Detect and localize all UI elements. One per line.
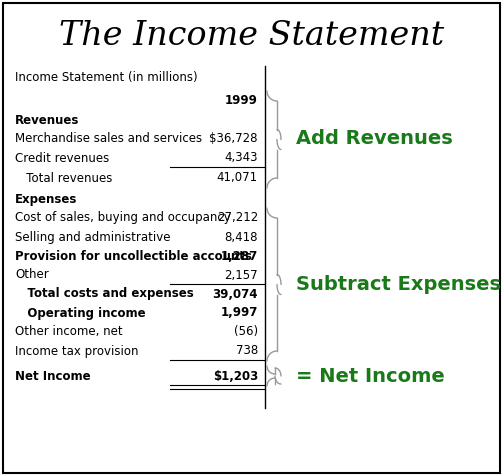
Text: Total costs and expenses: Total costs and expenses	[15, 288, 194, 300]
Text: Selling and administrative: Selling and administrative	[15, 230, 171, 244]
Text: 738: 738	[236, 345, 258, 357]
Text: 27,212: 27,212	[217, 211, 258, 225]
Text: Cost of sales, buying and occupancy: Cost of sales, buying and occupancy	[15, 211, 231, 225]
Text: $36,728: $36,728	[210, 132, 258, 146]
Text: 4,343: 4,343	[224, 151, 258, 165]
Text: Revenues: Revenues	[15, 113, 79, 127]
Text: Total revenues: Total revenues	[15, 171, 112, 185]
Text: 1,997: 1,997	[221, 307, 258, 319]
Text: 1,287: 1,287	[221, 249, 258, 262]
Text: Expenses: Expenses	[15, 192, 77, 206]
Text: Other income, net: Other income, net	[15, 326, 123, 338]
Text: Income tax provision: Income tax provision	[15, 345, 138, 357]
Text: Net Income: Net Income	[15, 369, 91, 383]
Text: Operating income: Operating income	[15, 307, 146, 319]
Text: 41,071: 41,071	[217, 171, 258, 185]
Text: Subtract Expenses: Subtract Expenses	[296, 276, 501, 295]
Text: 8,418: 8,418	[224, 230, 258, 244]
Text: $1,203: $1,203	[213, 369, 258, 383]
Text: Add Revenues: Add Revenues	[296, 129, 453, 149]
Text: The Income Statement: The Income Statement	[59, 20, 445, 52]
Text: (56): (56)	[234, 326, 258, 338]
Text: 1999: 1999	[225, 95, 258, 108]
Text: 2,157: 2,157	[224, 268, 258, 281]
Text: 39,074: 39,074	[212, 288, 258, 300]
Text: Credit revenues: Credit revenues	[15, 151, 109, 165]
Text: Income Statement (in millions): Income Statement (in millions)	[15, 71, 198, 85]
Text: = Net Income: = Net Income	[296, 367, 445, 386]
Text: Merchandise sales and services: Merchandise sales and services	[15, 132, 202, 146]
Text: Other: Other	[15, 268, 49, 281]
Text: Provision for uncollectible accounts: Provision for uncollectible accounts	[15, 249, 252, 262]
